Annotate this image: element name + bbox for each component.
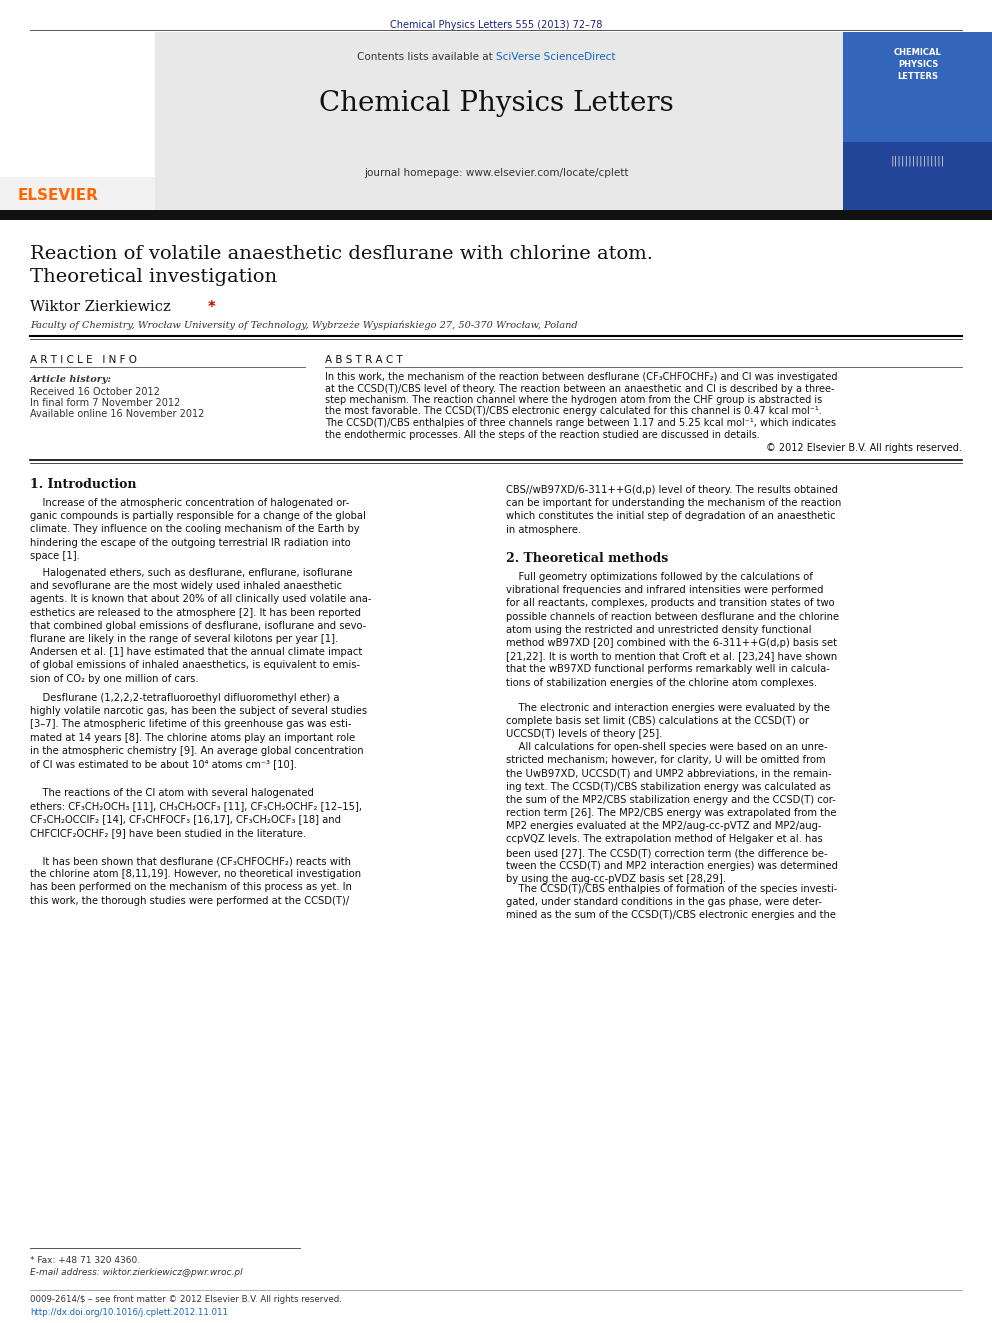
Text: Available online 16 November 2012: Available online 16 November 2012 xyxy=(30,409,204,419)
Text: E-mail address: wiktor.zierkiewicz@pwr.wroc.pl: E-mail address: wiktor.zierkiewicz@pwr.w… xyxy=(30,1267,243,1277)
Text: 2. Theoretical methods: 2. Theoretical methods xyxy=(506,552,669,565)
Text: 1. Introduction: 1. Introduction xyxy=(30,478,137,491)
Text: Full geometry optimizations followed by the calculations of
vibrational frequenc: Full geometry optimizations followed by … xyxy=(506,572,839,688)
Text: The reactions of the Cl atom with several halogenated
ethers: CF₃CH₂OCH₃ [11], C: The reactions of the Cl atom with severa… xyxy=(30,789,362,837)
Text: Chemical Physics Letters 555 (2013) 72–78: Chemical Physics Letters 555 (2013) 72–7… xyxy=(390,20,602,30)
Text: Halogenated ethers, such as desflurane, enflurane, isoflurane
and sevoflurane ar: Halogenated ethers, such as desflurane, … xyxy=(30,568,371,684)
Text: Received 16 October 2012: Received 16 October 2012 xyxy=(30,388,160,397)
Text: ELSEVIER: ELSEVIER xyxy=(18,188,99,202)
Text: * Fax: +48 71 320 4360.: * Fax: +48 71 320 4360. xyxy=(30,1256,140,1265)
Text: Theoretical investigation: Theoretical investigation xyxy=(30,269,277,286)
Bar xyxy=(0,32,155,177)
Text: The CCSD(T)/CBS enthalpies of formation of the species investi-
gated, under sta: The CCSD(T)/CBS enthalpies of formation … xyxy=(506,884,837,921)
Bar xyxy=(155,32,843,210)
Text: Article history:: Article history: xyxy=(30,374,112,384)
Text: Contents lists available at: Contents lists available at xyxy=(357,52,496,62)
Text: http://dx.doi.org/10.1016/j.cplett.2012.11.011: http://dx.doi.org/10.1016/j.cplett.2012.… xyxy=(30,1308,228,1316)
Text: Increase of the atmospheric concentration of halogenated or-
ganic compounds is : Increase of the atmospheric concentratio… xyxy=(30,497,366,561)
Text: Wiktor Zierkiewicz: Wiktor Zierkiewicz xyxy=(30,300,171,314)
Text: CHEMICAL
PHYSICS
LETTERS: CHEMICAL PHYSICS LETTERS xyxy=(894,48,941,81)
Text: A B S T R A C T: A B S T R A C T xyxy=(325,355,403,365)
Text: It has been shown that desflurane (CF₃CHFOCHF₂) reacts with
the chlorine atom [8: It has been shown that desflurane (CF₃CH… xyxy=(30,856,361,906)
Text: at the CCSD(T)/CBS level of theory. The reaction between an anaesthetic and Cl i: at the CCSD(T)/CBS level of theory. The … xyxy=(325,384,834,393)
Text: 0009-2614/$ – see front matter © 2012 Elsevier B.V. All rights reserved.: 0009-2614/$ – see front matter © 2012 El… xyxy=(30,1295,342,1304)
Text: In this work, the mechanism of the reaction between desflurane (CF₃CHFOCHF₂) and: In this work, the mechanism of the react… xyxy=(325,372,837,382)
Text: All calculations for open-shell species were based on an unre-
stricted mechanis: All calculations for open-shell species … xyxy=(506,742,838,884)
Text: The CCSD(T)/CBS enthalpies of three channels range between 1.17 and 5.25 kcal mo: The CCSD(T)/CBS enthalpies of three chan… xyxy=(325,418,836,429)
Text: SciVerse ScienceDirect: SciVerse ScienceDirect xyxy=(496,52,615,62)
Text: the endothermic processes. All the steps of the reaction studied are discussed i: the endothermic processes. All the steps… xyxy=(325,430,760,439)
Bar xyxy=(843,142,992,210)
Text: step mechanism. The reaction channel where the hydrogen atom from the CHF group : step mechanism. The reaction channel whe… xyxy=(325,396,822,405)
Text: the most favorable. The CCSD(T)/CBS electronic energy calculated for this channe: the most favorable. The CCSD(T)/CBS elec… xyxy=(325,406,821,417)
Text: Chemical Physics Letters: Chemical Physics Letters xyxy=(318,90,674,116)
Text: CBS//wB97XD/6-311++G(d,p) level of theory. The results obtained
can be important: CBS//wB97XD/6-311++G(d,p) level of theor… xyxy=(506,486,841,534)
Text: |||||||||||||||: ||||||||||||||| xyxy=(891,155,945,165)
Text: Desflurane (1,2,2,2-tetrafluoroethyl difluoromethyl ether) a
highly volatile nar: Desflurane (1,2,2,2-tetrafluoroethyl dif… xyxy=(30,693,367,769)
Text: The electronic and interaction energies were evaluated by the
complete basis set: The electronic and interaction energies … xyxy=(506,703,830,740)
Text: © 2012 Elsevier B.V. All rights reserved.: © 2012 Elsevier B.V. All rights reserved… xyxy=(766,443,962,452)
Text: A R T I C L E   I N F O: A R T I C L E I N F O xyxy=(30,355,137,365)
Text: journal homepage: www.elsevier.com/locate/cplett: journal homepage: www.elsevier.com/locat… xyxy=(364,168,628,179)
Bar xyxy=(843,32,992,142)
Text: In final form 7 November 2012: In final form 7 November 2012 xyxy=(30,398,181,407)
Text: *: * xyxy=(208,300,215,315)
Bar xyxy=(0,210,992,220)
Text: Faculty of Chemistry, Wrocław University of Technology, Wybrzeże Wyspiańskiego 2: Faculty of Chemistry, Wrocław University… xyxy=(30,320,577,329)
Bar xyxy=(0,32,992,210)
Text: Reaction of volatile anaesthetic desflurane with chlorine atom.: Reaction of volatile anaesthetic desflur… xyxy=(30,245,653,263)
Bar xyxy=(843,32,992,210)
